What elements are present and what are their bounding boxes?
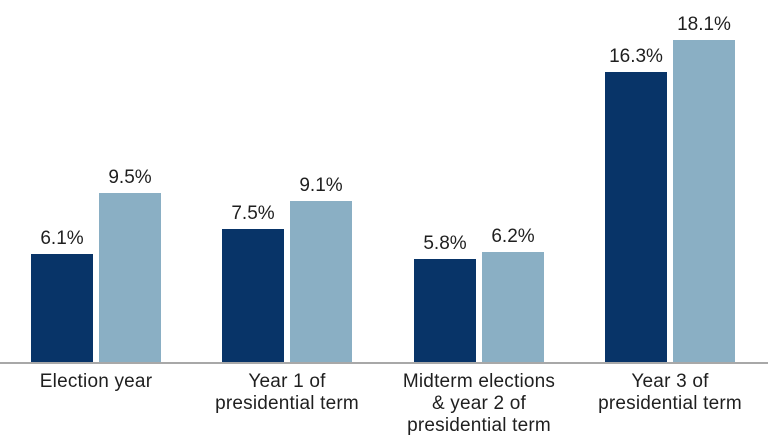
bar-value-label: 16.3% (609, 46, 663, 67)
bar-cat2-series0 (414, 259, 476, 363)
bar-cat2-series1 (482, 252, 544, 363)
bar-cat1-series1 (290, 201, 352, 363)
bar-cat0-series0 (31, 254, 93, 363)
bar-cat1-series0 (222, 229, 284, 363)
category-label-line: Election year (39, 371, 153, 392)
category-label-line: presidential term (215, 393, 359, 414)
category-label: Election year (40, 371, 152, 393)
category-label-line: Year 1 of (248, 371, 326, 392)
bar-cat3-series1 (673, 40, 735, 363)
category-label-line: Year 3 of (631, 371, 709, 392)
bar-value-label: 6.1% (40, 228, 84, 249)
bar-value-label: 18.1% (677, 14, 731, 35)
bar-cat3-series0 (605, 72, 667, 363)
category-label: Midterm elections & year 2 of presidential… (403, 371, 555, 437)
x-axis-line (0, 362, 768, 364)
category-label-line: presidential term (407, 415, 551, 436)
category-label-line: presidential term (598, 393, 742, 414)
category-label: Year 3 of presidential term (598, 371, 742, 415)
bar-value-label: 5.8% (423, 233, 467, 254)
bar-cat0-series1 (99, 193, 161, 363)
bar-value-label: 9.1% (299, 175, 343, 196)
bar-value-label: 9.5% (108, 167, 152, 188)
bar-value-label: 7.5% (231, 203, 275, 224)
category-label: Year 1 of presidential term (215, 371, 359, 415)
bar-value-label: 6.2% (491, 226, 535, 247)
category-label-line: & year 2 of (431, 393, 527, 414)
category-label-line: Midterm elections (402, 371, 556, 392)
